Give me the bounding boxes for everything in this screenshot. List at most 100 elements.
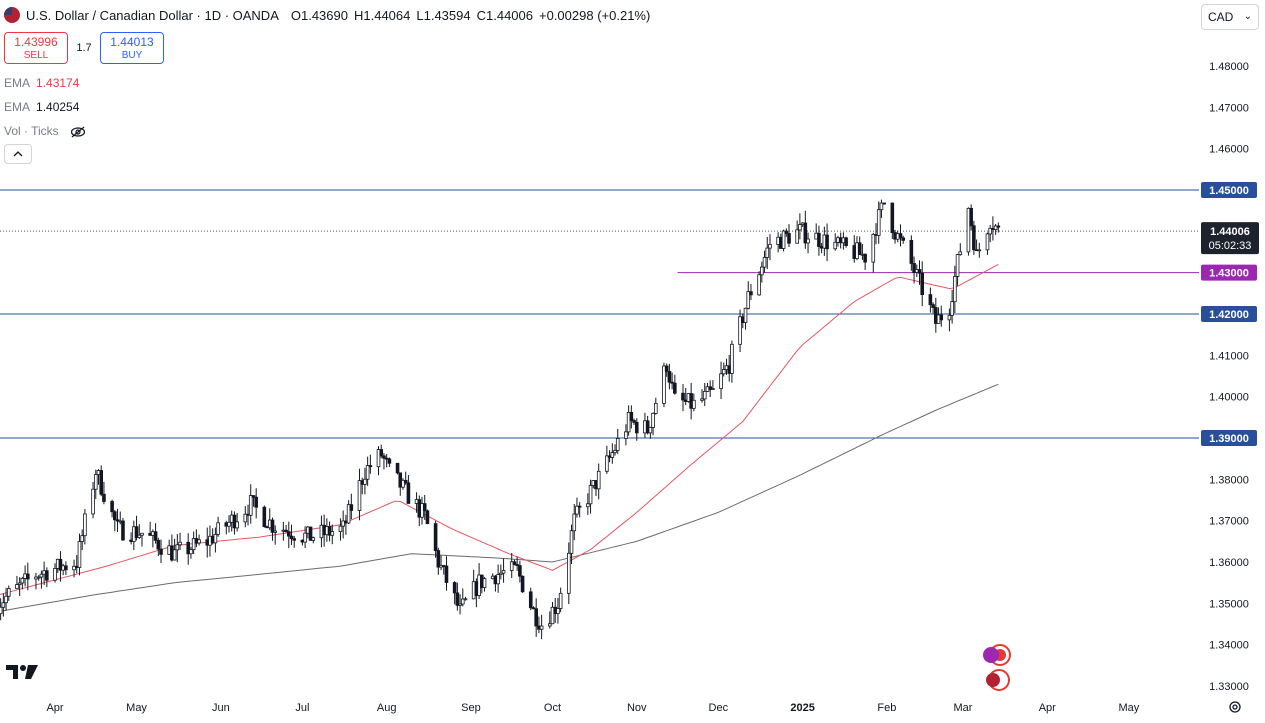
candle-body (760, 266, 764, 276)
candle-body (363, 478, 367, 485)
candle (863, 253, 867, 270)
candle (232, 511, 237, 535)
price-tick-12: 1.36000 (1209, 557, 1249, 569)
candle (330, 524, 335, 545)
close-label: C (476, 7, 486, 23)
candle-body (270, 519, 275, 533)
candle (186, 533, 191, 565)
candle-body (681, 392, 685, 401)
candle (798, 213, 802, 240)
candle (363, 467, 367, 495)
last-price-label: 1.44006 (1210, 226, 1250, 238)
candle (401, 478, 405, 490)
candle-body (547, 623, 552, 627)
candle-body (286, 531, 291, 537)
candle-body (721, 369, 726, 375)
sell-button[interactable]: 1.43996 SELL (4, 32, 68, 64)
candle (577, 502, 582, 518)
candle-body (39, 573, 44, 578)
candle-body (140, 532, 144, 536)
candle-body (950, 301, 954, 316)
candle-body (515, 564, 519, 566)
chevron-down-icon: ⌄ (1243, 11, 1252, 22)
candle (762, 250, 767, 273)
ema-slow-value: 1.40254 (36, 100, 80, 114)
volume-label: Vol · Ticks (4, 124, 59, 138)
candle-body (499, 572, 503, 575)
candle (289, 524, 294, 545)
candle-body (357, 480, 362, 511)
candle (743, 307, 748, 330)
candle-body (463, 598, 468, 601)
ema-fast-legend[interactable]: EMA 1.43174 (4, 76, 79, 90)
candle-body (738, 316, 742, 345)
candle (93, 469, 98, 500)
time-axis: Apr May Jun Jul Aug Sep Oct Nov Dec 2025 Feb Mar Apr… (46, 702, 1139, 714)
candle-body (58, 558, 63, 571)
candle (460, 588, 465, 607)
time-tick-6: Oct (544, 702, 561, 714)
ema-slow-legend[interactable]: EMA 1.40254 (4, 100, 79, 114)
flag-badges[interactable] (983, 644, 1011, 691)
gear-icon[interactable] (1228, 700, 1242, 714)
chevron-up-icon (13, 151, 23, 157)
candle (4, 587, 8, 611)
candle-body (452, 582, 457, 594)
candle (444, 556, 449, 591)
candle-body (368, 465, 373, 468)
candle-body (455, 592, 460, 606)
candle-body (26, 573, 30, 580)
candle (292, 536, 297, 548)
candle-body (784, 230, 789, 234)
candle (341, 510, 345, 539)
candle-body (743, 307, 748, 323)
candle-body (289, 535, 294, 540)
eye-slash-icon[interactable] (70, 126, 86, 138)
candle (159, 539, 163, 564)
candle-body (787, 233, 791, 244)
price-line-label-1: 1.43000 (1209, 268, 1249, 280)
candle (667, 363, 672, 390)
candle (760, 261, 764, 283)
candle-body (719, 373, 723, 389)
candle (197, 534, 201, 546)
candle-body (303, 532, 307, 543)
candle-body (757, 274, 761, 296)
candle-body (765, 247, 770, 258)
collapse-legend-button[interactable] (4, 144, 32, 164)
candle (977, 242, 982, 258)
candle-body (749, 291, 753, 296)
candle (512, 559, 517, 566)
candle (58, 551, 63, 582)
tradingview-logo[interactable] (6, 663, 40, 681)
candle-body (781, 230, 786, 249)
candle (765, 236, 770, 270)
candle (403, 471, 408, 485)
candle (365, 456, 370, 486)
currency-select[interactable]: CAD ⌄ (1201, 4, 1259, 30)
candle-body (662, 365, 666, 404)
candle (947, 308, 952, 332)
candle (308, 526, 313, 541)
volume-legend[interactable]: Vol · Ticks (4, 124, 86, 138)
time-tick-3: Jul (295, 702, 309, 714)
time-tick-4: Aug (377, 702, 397, 714)
candle-body (863, 253, 867, 263)
high-value: 1.44064 (363, 7, 411, 23)
candle-body (632, 420, 636, 423)
time-tick-10: Feb (877, 702, 896, 714)
spread-value: 1.7 (76, 42, 92, 54)
currency-value: CAD (1208, 10, 1234, 24)
candle-body (17, 582, 22, 585)
candle-body (227, 521, 231, 527)
symbol-title[interactable]: U.S. Dollar / Canadian Dollar · 1D · OAN… (26, 7, 279, 23)
candle-body (567, 552, 571, 594)
candle-body (634, 421, 639, 434)
candle (539, 614, 544, 640)
candle-body (284, 529, 288, 533)
candle-body (64, 565, 68, 571)
buy-button[interactable]: 1.44013 BUY (100, 32, 164, 64)
candle-body (110, 501, 114, 513)
candle-body (730, 343, 734, 374)
